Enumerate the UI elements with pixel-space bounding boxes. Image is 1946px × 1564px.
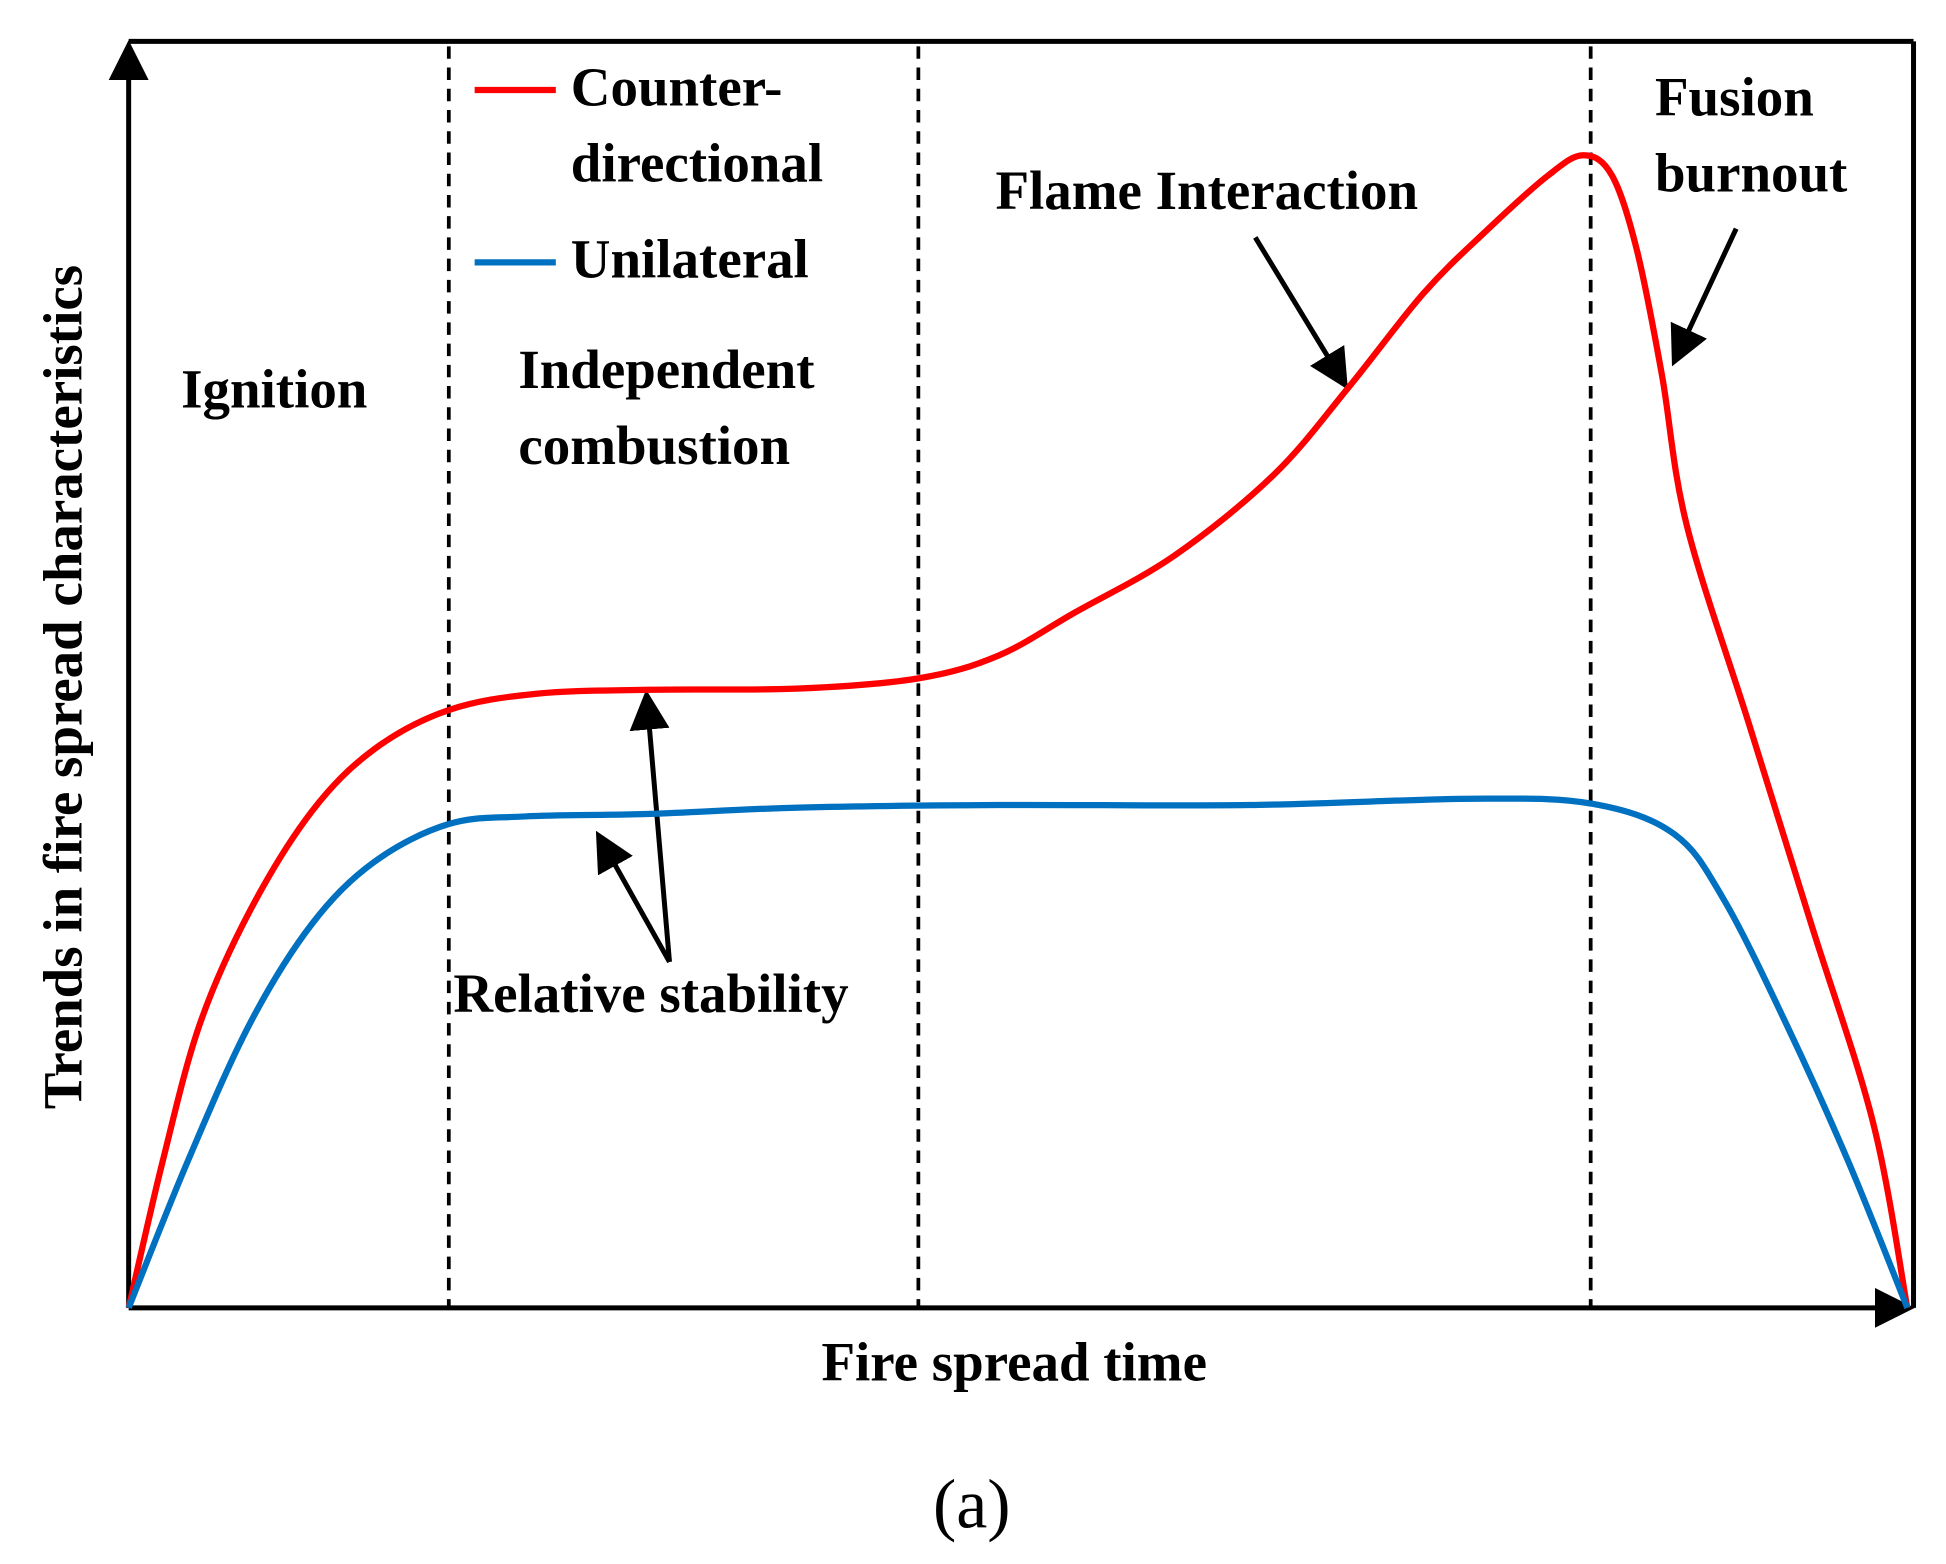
- caption: (a): [933, 1466, 1011, 1543]
- legend-label: Counter-directional: [571, 56, 823, 193]
- arrow: [1670, 227, 1739, 367]
- legend-label: Unilateral: [571, 229, 809, 290]
- x-axis-label: Fire spread time: [821, 1331, 1207, 1392]
- annotation: Relative stability: [453, 963, 848, 1024]
- annotation: Fusion burnout: [1655, 66, 1848, 203]
- arrow: [1253, 236, 1348, 390]
- data-line: [125, 795, 1911, 1310]
- annotation: Flame Interaction: [995, 160, 1418, 221]
- annotation-arrows: [595, 227, 1739, 964]
- arrow: [595, 830, 672, 964]
- axes-frame: [108, 38, 1917, 1328]
- annotation: Ignition: [181, 358, 367, 419]
- annotation: Independent combustion: [518, 338, 815, 475]
- y-axis-label: Trends in fire spread characteristics: [32, 265, 93, 1109]
- arrow: [629, 689, 672, 963]
- data-line: [125, 152, 1911, 1309]
